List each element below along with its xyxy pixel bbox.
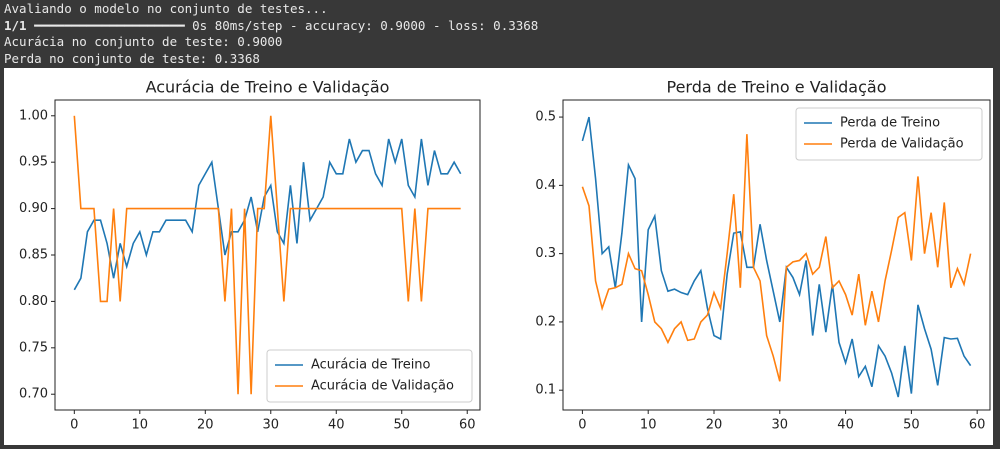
- console-line: Perda no conjunto de teste: 0.3368: [4, 50, 260, 66]
- chart-title: Perda de Treino e Validação: [667, 78, 887, 97]
- progress-text: ━━━━━━━━━━━━━━━━━━━━ 0s 80ms/step - accu…: [34, 17, 539, 33]
- axes-frame: [54, 99, 481, 411]
- data-line: [581, 116, 972, 398]
- y-tick-label: 0.70: [19, 387, 48, 402]
- legend-box: [795, 107, 983, 161]
- y-tick-label: 0.85: [19, 248, 48, 263]
- figure: Acurácia de Treino e Validação 0.70 0.75 0.…: [4, 68, 993, 445]
- legend-box: [266, 349, 473, 403]
- chart-title: Acurácia de Treino e Validação: [146, 78, 390, 97]
- legend-label: Perda de Treino: [840, 116, 940, 131]
- x-tick-label: 0: [70, 418, 78, 433]
- y-tick-label: 0.2: [535, 314, 556, 329]
- console-output: Avaliando o modelo no conjunto de testes…: [4, 1, 538, 67]
- legend-label: Acurácia de Treino: [311, 358, 431, 373]
- y-tick-label: 0.90: [19, 201, 48, 216]
- x-tick-label: 20: [197, 418, 214, 433]
- x-tick-label: 50: [393, 418, 410, 433]
- x-tick-label: 30: [772, 418, 789, 433]
- legend-label: Perda de Validação: [840, 137, 964, 152]
- data-line: [73, 138, 462, 291]
- console-line: 1/1 ━━━━━━━━━━━━━━━━━━━━ 0s 80ms/step - …: [4, 18, 538, 35]
- x-tick-label: 40: [837, 418, 854, 433]
- x-tick-label: 50: [903, 418, 920, 433]
- y-tick-label: 0.80: [19, 294, 48, 309]
- y-tick-label: 0.1: [535, 383, 556, 398]
- x-tick-label: 60: [969, 418, 986, 433]
- y-tick-label: 0.75: [19, 340, 48, 355]
- data-line: [73, 115, 461, 395]
- x-tick-label: 60: [459, 418, 476, 433]
- x-tick-label: 0: [578, 418, 586, 433]
- y-tick-label: 0.4: [535, 178, 556, 193]
- data-line: [581, 134, 972, 382]
- x-tick-label: 10: [132, 418, 149, 433]
- y-tick-label: 0.3: [535, 246, 556, 261]
- console-line: Acurácia no conjunto de teste: 0.9000: [4, 34, 283, 49]
- x-tick-label: 20: [706, 418, 723, 433]
- console-line: Avaliando o modelo no conjunto de testes…: [4, 1, 328, 16]
- y-tick-label: 0.95: [19, 155, 48, 170]
- legend-label: Acurácia de Validação: [311, 379, 454, 394]
- x-tick-label: 10: [640, 418, 657, 433]
- progress-count: 1/1: [4, 17, 27, 33]
- axes-frame: [562, 99, 991, 411]
- x-tick-label: 30: [263, 418, 280, 433]
- x-tick-label: 40: [328, 418, 345, 433]
- y-tick-label: 0.5: [535, 110, 556, 125]
- y-tick-label: 1.00: [19, 108, 48, 123]
